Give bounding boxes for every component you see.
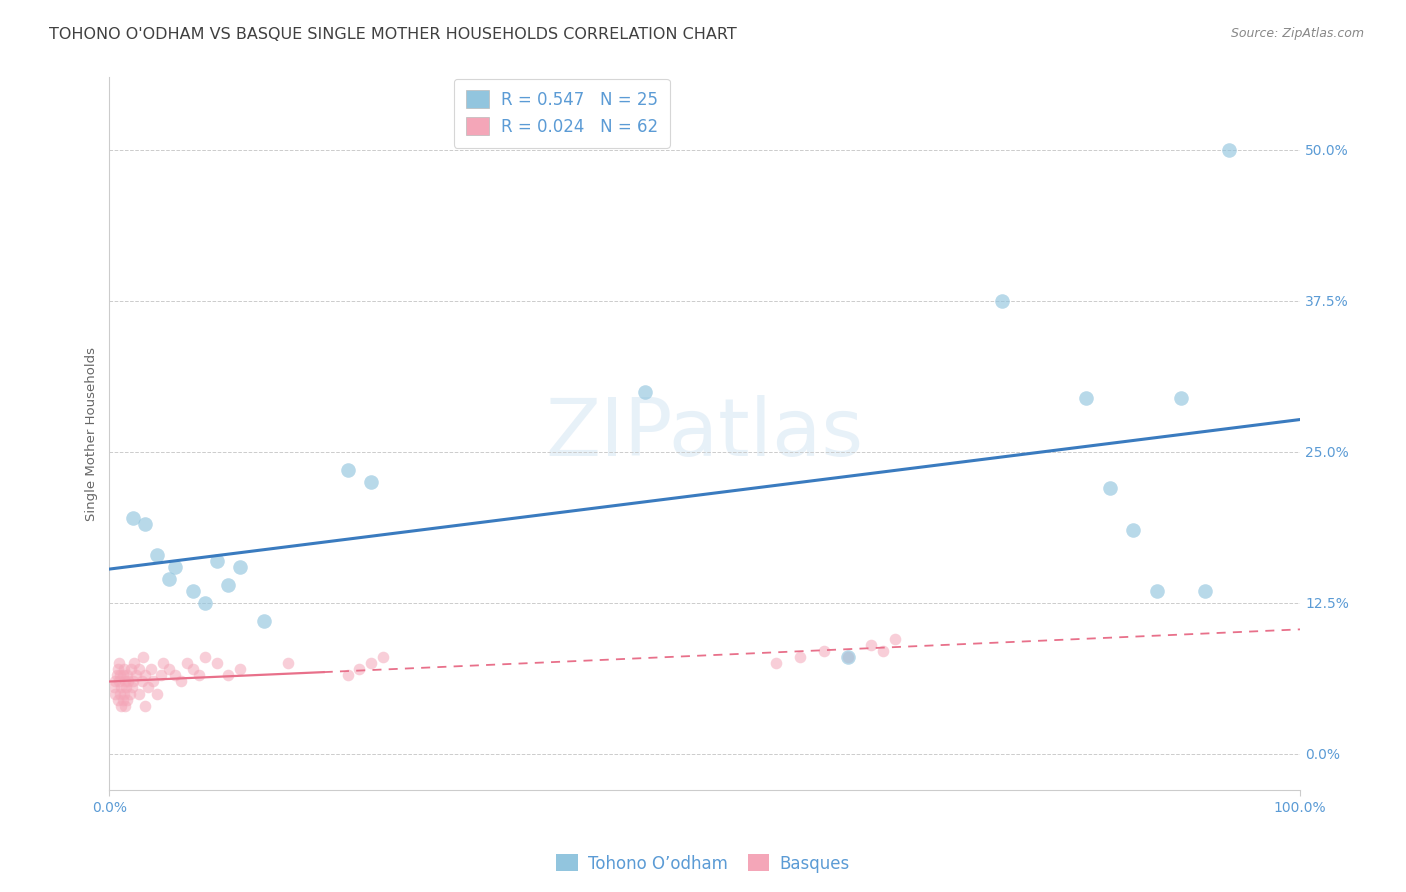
Point	[114, 674, 136, 689]
Point	[136, 681, 159, 695]
Point	[360, 475, 382, 489]
Point	[128, 662, 150, 676]
Point	[139, 662, 162, 676]
Point	[813, 644, 835, 658]
Point	[163, 668, 186, 682]
Point	[157, 572, 180, 586]
Point	[115, 681, 138, 695]
Point	[134, 668, 156, 682]
Point	[360, 657, 382, 671]
Point	[118, 686, 141, 700]
Point	[112, 686, 135, 700]
Point	[157, 662, 180, 676]
Point	[837, 650, 859, 665]
Y-axis label: Single Mother Households: Single Mother Households	[86, 347, 98, 521]
Point	[1194, 583, 1216, 598]
Point	[121, 681, 143, 695]
Point	[349, 662, 371, 676]
Point	[111, 668, 134, 682]
Point	[218, 578, 240, 592]
Point	[117, 692, 139, 706]
Point	[634, 384, 657, 399]
Point	[108, 674, 131, 689]
Point	[194, 650, 217, 665]
Point	[336, 668, 359, 682]
Point	[991, 293, 1014, 308]
Point	[111, 692, 134, 706]
Legend: R = 0.547   N = 25, R = 0.024   N = 62: R = 0.547 N = 25, R = 0.024 N = 62	[454, 78, 669, 148]
Point	[142, 674, 165, 689]
Point	[229, 559, 252, 574]
Point	[146, 686, 169, 700]
Point	[122, 674, 145, 689]
Point	[105, 668, 128, 682]
Point	[152, 657, 174, 671]
Point	[112, 662, 135, 676]
Point	[149, 668, 172, 682]
Point	[1074, 391, 1097, 405]
Point	[108, 657, 131, 671]
Point	[163, 559, 186, 574]
Point	[181, 662, 204, 676]
Point	[124, 668, 146, 682]
Point	[117, 674, 139, 689]
Point	[110, 698, 132, 713]
Point	[765, 657, 787, 671]
Point	[176, 657, 198, 671]
Point	[110, 681, 132, 695]
Point	[1146, 583, 1168, 598]
Point	[218, 668, 240, 682]
Point	[120, 662, 142, 676]
Point	[134, 698, 156, 713]
Point	[872, 644, 894, 658]
Point	[107, 662, 129, 676]
Legend: Tohono O’odham, Basques: Tohono O’odham, Basques	[550, 847, 856, 880]
Point	[837, 650, 859, 665]
Point	[108, 686, 131, 700]
Point	[884, 632, 907, 647]
Point	[187, 668, 209, 682]
Point	[124, 657, 146, 671]
Point	[128, 686, 150, 700]
Point	[131, 674, 153, 689]
Point	[181, 583, 204, 598]
Point	[103, 681, 125, 695]
Point	[205, 554, 228, 568]
Point	[1098, 481, 1121, 495]
Point	[134, 517, 156, 532]
Point	[170, 674, 193, 689]
Point	[117, 668, 139, 682]
Point	[107, 692, 129, 706]
Text: TOHONO O'ODHAM VS BASQUE SINGLE MOTHER HOUSEHOLDS CORRELATION CHART: TOHONO O'ODHAM VS BASQUE SINGLE MOTHER H…	[49, 27, 737, 42]
Text: ZIPatlas: ZIPatlas	[546, 395, 863, 473]
Point	[132, 650, 155, 665]
Point	[1122, 524, 1144, 538]
Point	[108, 668, 131, 682]
Point	[122, 511, 145, 525]
Point	[104, 674, 127, 689]
Point	[1170, 391, 1192, 405]
Point	[229, 662, 252, 676]
Point	[205, 657, 228, 671]
Point	[1218, 143, 1240, 157]
Point	[860, 638, 883, 652]
Point	[373, 650, 395, 665]
Text: Source: ZipAtlas.com: Source: ZipAtlas.com	[1230, 27, 1364, 40]
Point	[277, 657, 299, 671]
Point	[114, 698, 136, 713]
Point	[789, 650, 811, 665]
Point	[146, 548, 169, 562]
Point	[336, 463, 359, 477]
Point	[253, 614, 276, 628]
Point	[104, 686, 127, 700]
Point	[194, 596, 217, 610]
